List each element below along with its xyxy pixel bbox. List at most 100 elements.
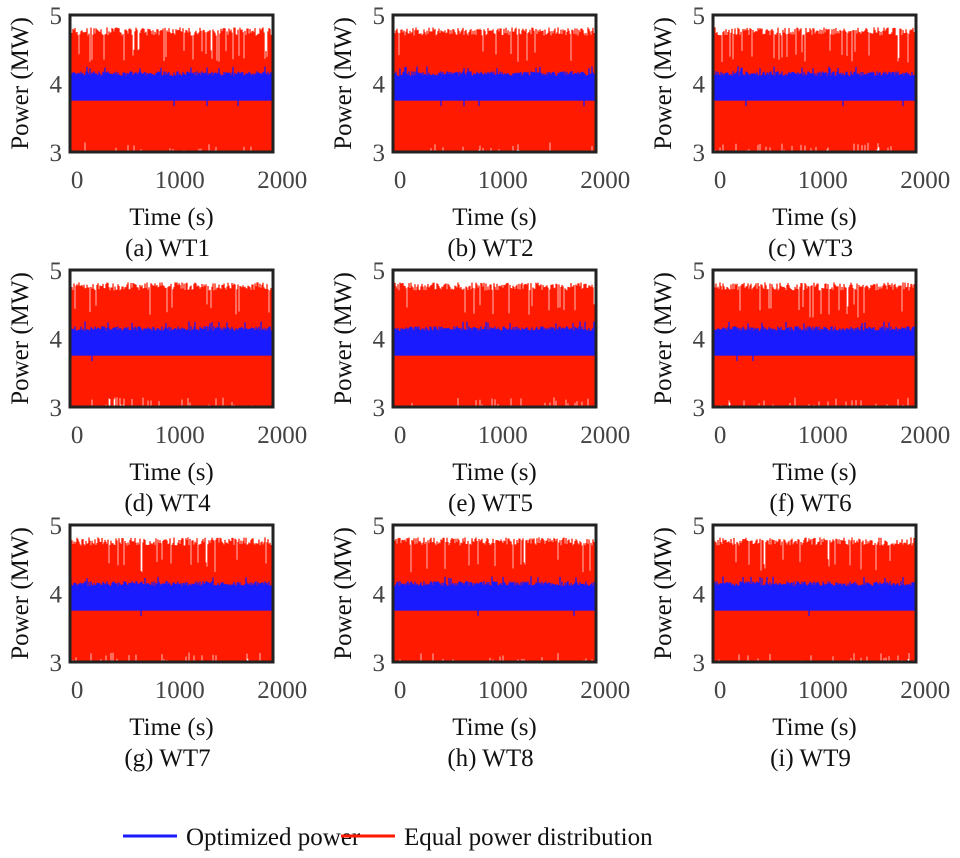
x-tick-label: 1000	[155, 167, 205, 194]
y-tick-label: 3	[50, 650, 63, 677]
y-axis-label: Power (MW)	[330, 527, 357, 660]
y-tick-label: 4	[50, 582, 63, 609]
x-tick-label: 1000	[478, 167, 528, 194]
subplot-caption: (g) WT7	[124, 745, 210, 772]
y-tick-label: 5	[373, 513, 386, 540]
x-tick-label: 2000	[580, 167, 630, 194]
x-tick-label: 2000	[900, 677, 950, 704]
subplot-4: 3 4 5 0 1000 2000 Time (s) Power (MW) (d) WT4	[7, 258, 307, 517]
x-tick-label: 2000	[257, 167, 307, 194]
subplot-5: 3 4 5 0 1000 2000 Time (s) Power (MW) (e) WT5	[330, 258, 630, 517]
x-tick-label: 1000	[155, 677, 205, 704]
subplot-9: 3 4 5 0 1000 2000 Time (s) Power (MW) (i) WT9	[650, 513, 950, 772]
x-tick-label: 1000	[798, 677, 848, 704]
y-tick-label: 5	[50, 258, 63, 285]
y-tick-label: 5	[50, 3, 63, 30]
axes-box	[391, 523, 598, 664]
y-tick-label: 3	[693, 650, 706, 677]
x-tick-label: 2000	[580, 422, 630, 449]
subplot-6: 3 4 5 0 1000 2000 Time (s) Power (MW) (f) WT6	[650, 258, 950, 517]
x-tick-label: 0	[71, 422, 84, 449]
x-tick-label: 0	[394, 677, 407, 704]
x-tick-label: 0	[394, 167, 407, 194]
series-optimized-power	[393, 66, 595, 107]
y-axis-label: Power (MW)	[650, 17, 677, 150]
x-axis-label: Time (s)	[772, 459, 857, 486]
x-tick-label: 0	[714, 677, 727, 704]
y-tick-label: 3	[693, 395, 706, 422]
x-axis-label: Time (s)	[452, 204, 537, 231]
y-axis-label: Power (MW)	[650, 272, 677, 405]
series-optimized-power	[70, 321, 272, 362]
axes-box	[391, 13, 598, 154]
axes-box	[711, 268, 918, 409]
series-optimized-power	[713, 576, 915, 617]
y-axis-label: Power (MW)	[330, 272, 357, 405]
axes-box	[68, 13, 275, 154]
y-axis-label: Power (MW)	[7, 527, 34, 660]
subplot-3: 3 4 5 0 1000 2000 Time (s) Power (MW) (c) WT3	[650, 3, 950, 262]
y-axis-label: Power (MW)	[7, 272, 34, 405]
x-tick-label: 2000	[257, 677, 307, 704]
y-tick-label: 5	[373, 3, 386, 30]
subplot-caption: (h) WT8	[447, 745, 533, 772]
y-tick-label: 3	[50, 140, 63, 167]
y-axis-label: Power (MW)	[650, 527, 677, 660]
x-tick-label: 2000	[900, 422, 950, 449]
x-axis-label: Time (s)	[772, 714, 857, 741]
subplot-8: 3 4 5 0 1000 2000 Time (s) Power (MW) (h) WT8	[330, 513, 630, 772]
y-tick-label: 3	[50, 395, 63, 422]
y-tick-label: 4	[373, 327, 386, 354]
y-tick-label: 3	[373, 395, 386, 422]
y-tick-label: 5	[693, 513, 706, 540]
axes-box	[68, 268, 275, 409]
y-tick-label: 4	[693, 582, 706, 609]
axes-box	[391, 268, 598, 409]
x-axis-label: Time (s)	[452, 714, 537, 741]
subplot-caption: (b) WT2	[447, 235, 533, 262]
x-tick-label: 0	[71, 167, 84, 194]
y-tick-label: 5	[50, 513, 63, 540]
x-tick-label: 2000	[580, 677, 630, 704]
x-axis-label: Time (s)	[129, 459, 214, 486]
y-tick-label: 3	[373, 650, 386, 677]
subplot-2: 3 4 5 0 1000 2000 Time (s) Power (MW) (b) WT2	[330, 3, 630, 262]
x-axis-label: Time (s)	[129, 714, 214, 741]
x-tick-label: 2000	[257, 422, 307, 449]
x-tick-label: 1000	[798, 167, 848, 194]
series-optimized-power	[393, 576, 595, 617]
x-tick-label: 1000	[798, 422, 848, 449]
subplot-caption: (i) WT9	[770, 745, 851, 772]
legend-label-equal: Equal power distribution	[404, 824, 653, 851]
x-tick-label: 0	[714, 422, 727, 449]
axes-box	[711, 13, 918, 154]
subplot-caption: (a) WT1	[125, 235, 210, 262]
legend: Optimized power Equal power distribution	[123, 824, 653, 851]
y-tick-label: 4	[693, 327, 706, 354]
x-tick-label: 0	[71, 677, 84, 704]
subplot-7: 3 4 5 0 1000 2000 Time (s) Power (MW) (g) WT7	[7, 513, 307, 772]
legend-label-optimized: Optimized power	[186, 824, 361, 851]
series-optimized-power	[70, 66, 272, 107]
x-axis-label: Time (s)	[452, 459, 537, 486]
series-optimized-power	[70, 576, 272, 617]
series-optimized-power	[713, 66, 915, 107]
y-tick-label: 5	[693, 3, 706, 30]
y-tick-label: 3	[693, 140, 706, 167]
x-tick-label: 0	[714, 167, 727, 194]
y-tick-label: 5	[693, 258, 706, 285]
subplot-caption: (c) WT3	[768, 235, 853, 262]
subplot-1: 3 4 5 0 1000 2000 Time (s) Power (MW) (a) WT1	[7, 3, 307, 262]
y-tick-label: 4	[373, 582, 386, 609]
x-axis-label: Time (s)	[129, 204, 214, 231]
y-tick-label: 4	[373, 72, 386, 99]
x-tick-label: 1000	[478, 422, 528, 449]
y-axis-label: Power (MW)	[330, 17, 357, 150]
x-tick-label: 1000	[155, 422, 205, 449]
subplot-caption: (d) WT4	[124, 490, 211, 517]
axes-box	[711, 523, 918, 664]
x-axis-label: Time (s)	[772, 204, 857, 231]
y-tick-label: 4	[693, 72, 706, 99]
